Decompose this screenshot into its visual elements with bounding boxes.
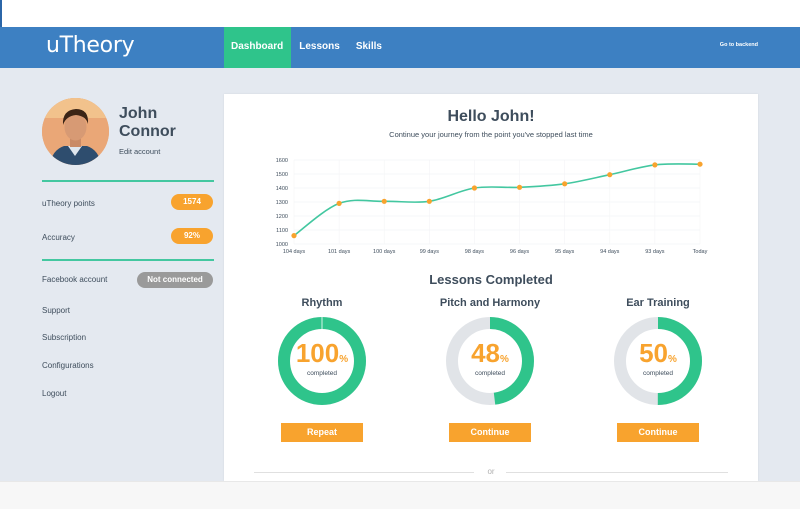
lesson-progress-ring	[278, 317, 366, 405]
lesson-title: Pitch and Harmony	[439, 297, 541, 309]
user-first-name: John	[119, 105, 158, 122]
greeting-subtitle: Continue your journey from the point you…	[389, 130, 593, 139]
lesson-title: Rhythm	[301, 297, 343, 309]
data-point[interactable]	[516, 184, 523, 190]
lessons-completed-title: Lessons Completed	[429, 272, 553, 287]
percent-value: 50	[639, 338, 668, 368]
completed-label: completed	[643, 370, 673, 377]
x-tick-label: 100 days	[373, 249, 396, 255]
ring-progress	[446, 317, 534, 405]
x-tick-label: 99 days	[420, 249, 440, 255]
or-divider-text: or	[487, 467, 495, 476]
sidebar-divider	[42, 180, 214, 182]
x-tick-label: 101 days	[328, 249, 351, 255]
lesson-percent: 50%	[613, 340, 703, 373]
sidebar-item-logout[interactable]: Logout	[42, 389, 67, 398]
percent-value: 48	[471, 338, 500, 368]
lesson-progress-ring	[446, 317, 534, 405]
nav-skills[interactable]: Skills	[355, 41, 382, 52]
ring-progress	[614, 317, 702, 405]
lesson-title: Ear Training	[626, 297, 690, 309]
data-point[interactable]	[426, 198, 432, 204]
accuracy-badge: 92%	[171, 228, 213, 244]
y-tick-label: 1500	[276, 172, 288, 178]
dashboard-card: Hello John! Continue your journey from t…	[224, 94, 758, 481]
lesson-percent: 100%	[277, 340, 367, 373]
y-tick-label: 1100	[276, 228, 288, 234]
sidebar-item-subscription[interactable]: Subscription	[42, 333, 87, 342]
completed-label: completed	[307, 370, 337, 377]
data-point[interactable]	[562, 181, 568, 187]
y-tick-label: 1300	[276, 200, 288, 206]
nav-dashboard[interactable]: Dashboard	[224, 27, 292, 68]
accuracy-label: Accuracy	[42, 233, 75, 242]
x-tick-label: 98 days	[465, 249, 485, 255]
main-area: John Connor Edit account uTheory points …	[0, 68, 800, 481]
divider-line	[254, 472, 474, 473]
lesson-progress-ring	[614, 317, 702, 405]
x-tick-label: 94 days	[600, 249, 620, 255]
data-point[interactable]	[607, 172, 613, 178]
data-point[interactable]	[381, 198, 387, 204]
lesson-card-rhythm: Rhythm 100% completed Repeat	[262, 294, 382, 454]
y-tick-label: 1400	[276, 186, 288, 192]
divider-line	[506, 472, 728, 473]
data-point[interactable]	[471, 185, 478, 191]
sidebar-item-support[interactable]: Support	[42, 306, 71, 315]
lesson-percent: 48%	[445, 340, 535, 373]
series-line	[293, 163, 701, 237]
y-tick-label: 1200	[276, 214, 288, 220]
x-tick-label: 95 days	[555, 249, 575, 255]
main-nav: Dashboard Lessons Skills	[224, 27, 390, 68]
data-point[interactable]	[291, 233, 297, 239]
sidebar-item-configurations[interactable]: Configurations	[42, 361, 94, 370]
nav-lessons[interactable]: Lessons	[299, 41, 340, 52]
x-tick-label: 93 days	[645, 249, 665, 255]
data-point[interactable]	[697, 161, 703, 167]
percent-unit: %	[339, 354, 349, 365]
x-tick-label: 96 days	[510, 249, 530, 255]
footer-strip	[0, 481, 800, 509]
data-point[interactable]	[336, 200, 342, 206]
top-navbar: uTheory Dashboard Lessons Skills Go to b…	[0, 27, 800, 68]
continue-button[interactable]: Continue	[617, 423, 699, 442]
y-tick-label: 1600	[276, 158, 288, 164]
avatar[interactable]	[42, 98, 109, 165]
user-last-name: Connor	[119, 123, 176, 140]
data-point[interactable]	[652, 162, 658, 168]
completed-label: completed	[475, 370, 505, 377]
utheory-logo[interactable]: uTheory	[46, 33, 135, 58]
y-tick-label: 1000	[276, 242, 288, 248]
percent-unit: %	[500, 354, 509, 365]
greeting-title: Hello John!	[447, 108, 535, 125]
continue-button[interactable]: Continue	[449, 423, 531, 442]
x-tick-label: 104 days	[283, 249, 306, 255]
lesson-card-pitch-harmony: Pitch and Harmony 48% completed Continue	[430, 294, 550, 454]
browser-top-strip	[0, 0, 800, 27]
go-to-backend-link[interactable]: Go to backend	[719, 42, 758, 48]
points-badge: 1574	[171, 194, 213, 210]
percent-value: 100	[295, 338, 340, 368]
percent-unit: %	[668, 354, 677, 365]
points-label: uTheory points	[42, 199, 95, 208]
facebook-account-label: Facebook account	[42, 275, 108, 284]
lesson-card-ear-training: Ear Training 50% completed Continue	[598, 294, 718, 454]
x-tick-label: Today	[693, 249, 708, 255]
edit-account-link[interactable]: Edit account	[119, 147, 161, 156]
facebook-status-badge[interactable]: Not connected	[137, 272, 213, 288]
repeat-button[interactable]: Repeat	[281, 423, 363, 442]
sidebar-divider	[42, 259, 214, 261]
